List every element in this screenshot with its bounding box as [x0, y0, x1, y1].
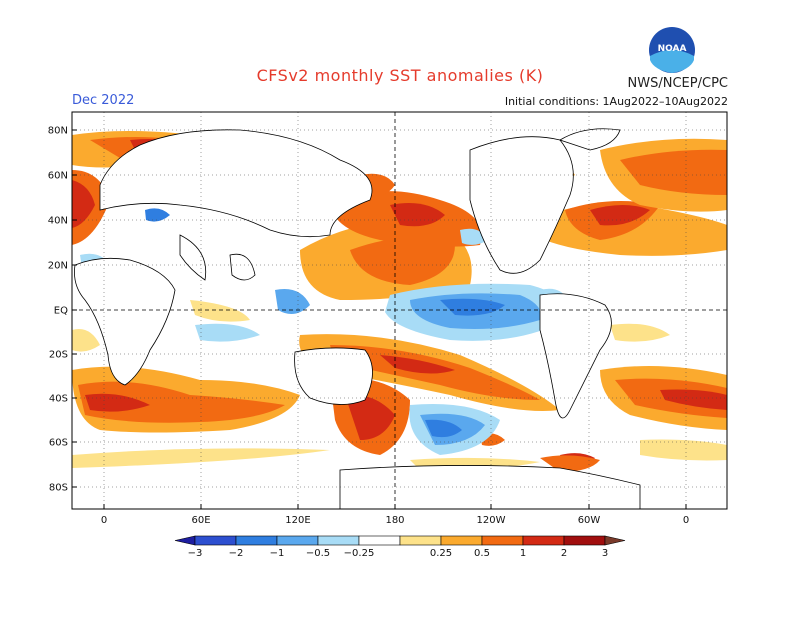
- noaa-logo: NOAA: [649, 27, 695, 73]
- lon-tick-label: 120W: [477, 515, 506, 526]
- noaa-logo-text: NOAA: [658, 44, 687, 54]
- lat-tick-label: 40S: [49, 394, 68, 405]
- lat-tick-label: 80N: [48, 126, 68, 137]
- lat-tick-label: 60S: [49, 438, 68, 449]
- map-title: CFSv2 monthly SST anomalies (K): [256, 66, 544, 85]
- colorbar-label: 0.5: [474, 548, 490, 559]
- warm-anomalies: [72, 131, 727, 472]
- lat-tick-label: 20N: [48, 261, 68, 272]
- land-masses: [74, 128, 641, 509]
- colorbar-segment: [358, 535, 401, 546]
- equator-dateline: [72, 112, 727, 509]
- lon-tick-label: 60E: [191, 515, 210, 526]
- longitude-axis: 0 60E 120E 180 120W 60W 0: [101, 504, 689, 526]
- colorbar-segment: [522, 535, 565, 546]
- colorbar-segment: [276, 535, 319, 546]
- colorbar-label: −1: [270, 548, 285, 559]
- colorbar-arrow-low: [174, 535, 196, 546]
- colorbar-label: 1: [520, 548, 526, 559]
- colorbar-segment: [317, 535, 360, 546]
- colorbar-segment: [563, 535, 606, 546]
- colorbar-label: −0.5: [306, 548, 330, 559]
- forecast-month: Dec 2022: [72, 93, 135, 108]
- colorbar-segment: [440, 535, 483, 546]
- org-label: NWS/NCEP/CPC: [627, 76, 728, 91]
- colorbar-segment: [194, 535, 237, 546]
- map-panel: [72, 112, 727, 509]
- colorbar-label: −3: [188, 548, 203, 559]
- colorbar-label: −2: [229, 548, 244, 559]
- lat-tick-label: 80S: [49, 483, 68, 494]
- lat-tick-label: 60N: [48, 171, 68, 182]
- lon-tick-label: 60W: [578, 515, 601, 526]
- lat-tick-label: 40N: [48, 216, 68, 227]
- colorbar-label: 0.25: [430, 548, 452, 559]
- colorbar-label: 2: [561, 548, 567, 559]
- colorbar-label: −0.25: [344, 548, 375, 559]
- lon-tick-label: 180: [385, 515, 404, 526]
- colorbar-arrow-high: [604, 535, 626, 546]
- lon-tick-label: 0: [101, 515, 107, 526]
- colorbar-segment: [481, 535, 524, 546]
- latitude-axis: 80N 60N 40N 20N EQ 20S 40S 60S 80S: [48, 126, 77, 494]
- colorbar-segment: [399, 535, 442, 546]
- colorbar-label: 3: [602, 548, 608, 559]
- colorbar-legend: −3 −2 −1 −0.5 −0.25 0.25 0.5 1 2 3: [174, 535, 626, 559]
- lat-tick-label: 20S: [49, 350, 68, 361]
- initial-conditions: Initial conditions: 1Aug2022–10Aug2022: [504, 95, 728, 108]
- lat-tick-label: EQ: [54, 306, 68, 317]
- lon-tick-label: 0: [683, 515, 689, 526]
- colorbar-segment: [235, 535, 278, 546]
- lon-tick-label: 120E: [285, 515, 310, 526]
